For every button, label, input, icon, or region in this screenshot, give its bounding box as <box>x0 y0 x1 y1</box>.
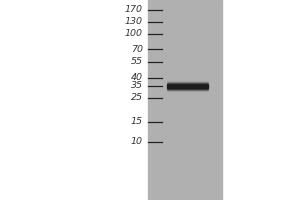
Bar <box>167 85 208 86</box>
Bar <box>167 90 208 91</box>
Text: 25: 25 <box>131 94 143 102</box>
Bar <box>167 83 208 84</box>
Text: 15: 15 <box>131 117 143 127</box>
Text: 70: 70 <box>131 45 143 53</box>
Bar <box>167 82 208 83</box>
Text: 130: 130 <box>125 18 143 26</box>
Bar <box>167 89 208 90</box>
Bar <box>167 88 208 89</box>
Text: 170: 170 <box>125 5 143 15</box>
Text: 35: 35 <box>131 82 143 90</box>
Text: 10: 10 <box>131 138 143 146</box>
Text: 40: 40 <box>131 73 143 82</box>
Text: 55: 55 <box>131 58 143 66</box>
Bar <box>167 86 208 87</box>
Bar <box>167 87 208 88</box>
Bar <box>148 0 222 200</box>
Bar <box>167 84 208 85</box>
Bar <box>167 81 208 82</box>
Text: 100: 100 <box>125 29 143 38</box>
